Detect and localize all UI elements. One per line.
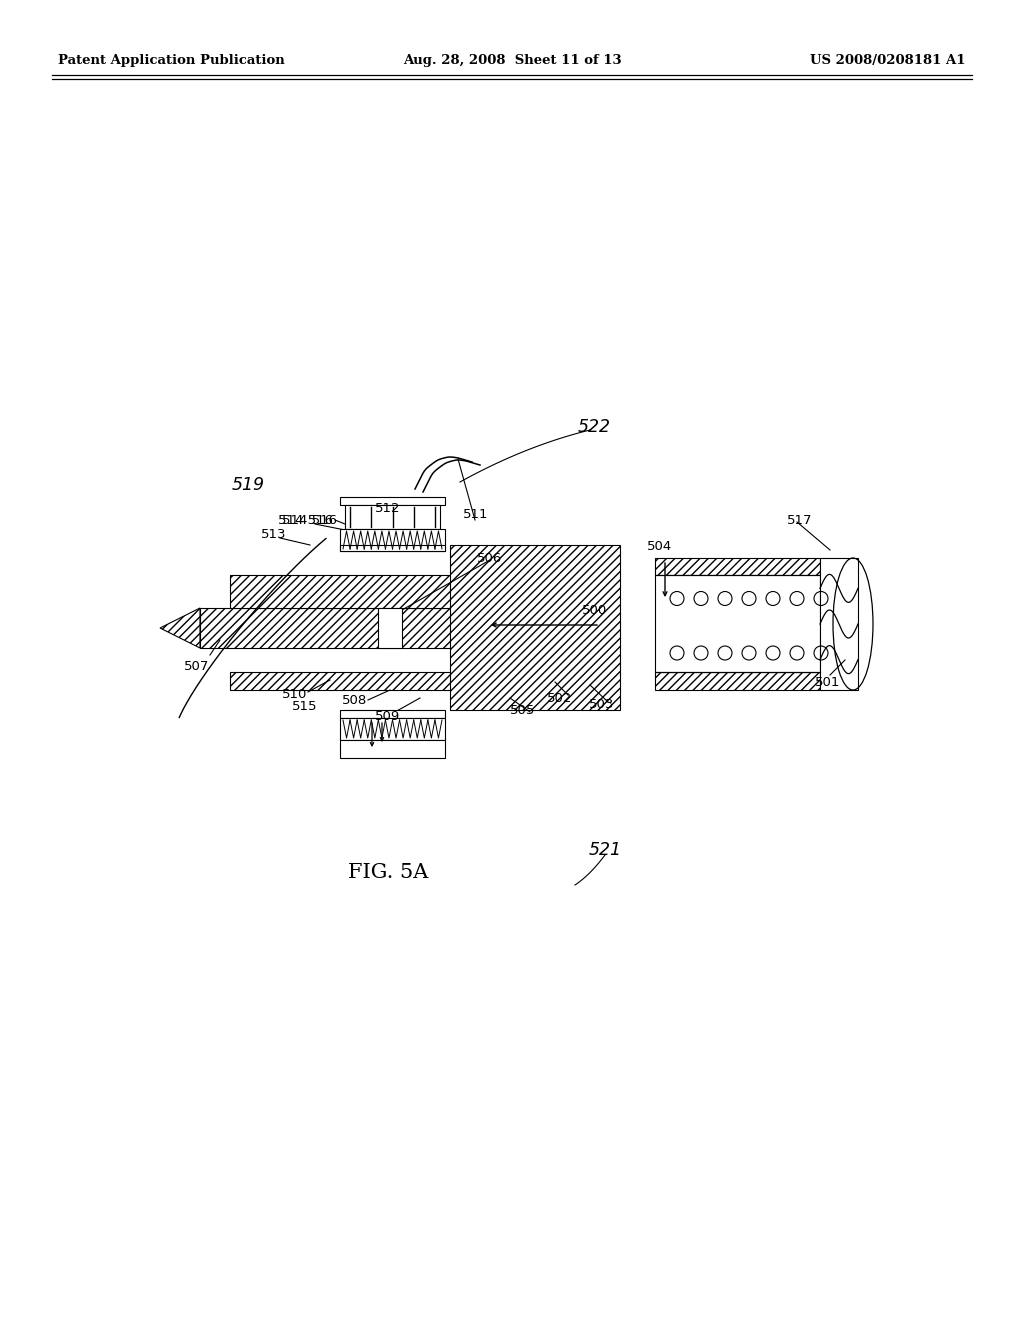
Text: Aug. 28, 2008  Sheet 11 of 13: Aug. 28, 2008 Sheet 11 of 13 <box>402 54 622 67</box>
Text: 510: 510 <box>283 688 307 701</box>
Bar <box>340 718 445 741</box>
Text: 517: 517 <box>787 513 813 527</box>
Text: 515: 515 <box>292 700 317 713</box>
Text: US 2008/0208181 A1: US 2008/0208181 A1 <box>811 54 966 67</box>
Bar <box>230 672 480 690</box>
Text: 507: 507 <box>184 660 210 673</box>
Text: 519: 519 <box>231 477 264 494</box>
Text: 521: 521 <box>589 841 622 859</box>
Text: 502: 502 <box>547 692 572 705</box>
Text: 509: 509 <box>376 710 400 722</box>
Bar <box>450 545 620 710</box>
Text: 514 516: 514 516 <box>283 513 338 527</box>
Bar <box>340 498 445 506</box>
Text: 511: 511 <box>463 508 488 521</box>
Bar <box>340 741 445 758</box>
Text: 501: 501 <box>815 676 841 689</box>
Text: 513: 513 <box>261 528 287 541</box>
Bar <box>378 609 402 648</box>
Bar <box>655 558 820 576</box>
Text: 522: 522 <box>578 418 610 436</box>
Bar <box>230 576 480 609</box>
Text: FIG. 5A: FIG. 5A <box>348 862 428 882</box>
Bar <box>340 545 445 550</box>
Text: 506: 506 <box>477 552 503 565</box>
Bar <box>820 558 858 690</box>
Bar <box>340 710 445 718</box>
Polygon shape <box>160 609 200 648</box>
Text: 503: 503 <box>590 698 614 711</box>
Bar <box>340 529 445 550</box>
Text: 512: 512 <box>375 502 400 515</box>
Text: 504: 504 <box>647 540 673 553</box>
Bar <box>345 506 440 529</box>
Text: 505: 505 <box>510 704 536 717</box>
Bar <box>655 576 820 672</box>
Text: Patent Application Publication: Patent Application Publication <box>58 54 285 67</box>
Text: 514 516: 514 516 <box>278 513 333 527</box>
Bar <box>655 672 820 690</box>
Text: 500: 500 <box>583 603 607 616</box>
Bar <box>200 609 480 648</box>
Text: 508: 508 <box>342 694 368 708</box>
